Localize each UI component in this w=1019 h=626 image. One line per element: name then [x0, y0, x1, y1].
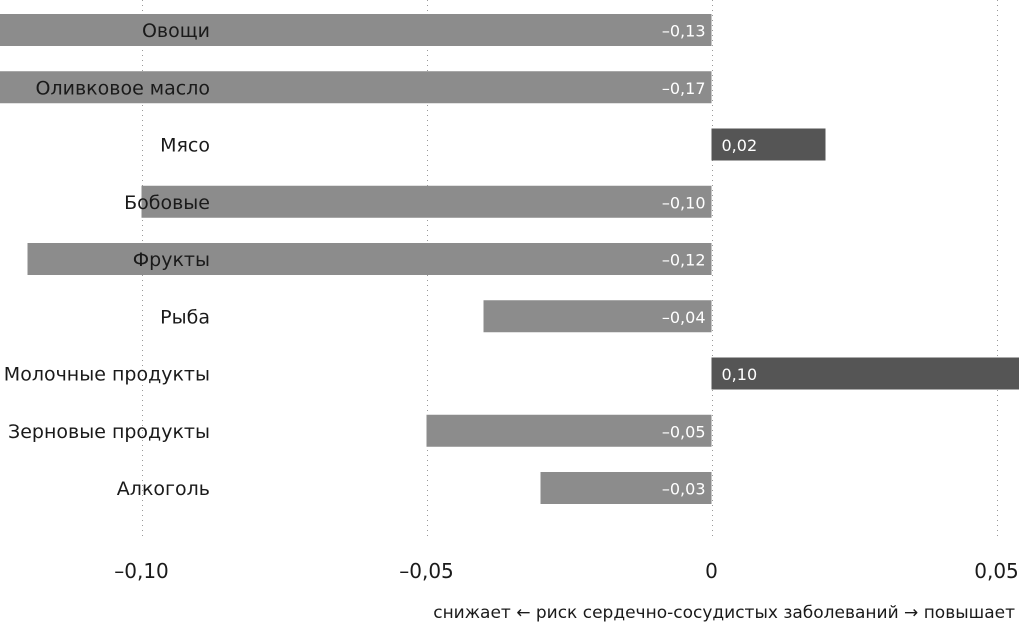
tick-label-2: –0,05 — [399, 559, 454, 583]
category-label-3: Бобовые — [124, 192, 210, 214]
bar-value-label-3: –0,10 — [662, 193, 706, 212]
bar-5 — [483, 300, 712, 333]
bar-value-label-1: –0,17 — [662, 79, 706, 98]
category-label-2: Мясо — [160, 135, 210, 157]
bar-value-label-2: 0,02 — [722, 136, 758, 155]
bar-3 — [141, 185, 712, 218]
bar-value-label-5: –0,04 — [662, 308, 706, 327]
bar-value-label-0: –0,13 — [662, 22, 706, 41]
x-axis-title: снижает ← риск сердечно-сосудистых забол… — [433, 603, 1015, 623]
bars-group: –0,13 –0,17 0,02 –0,10 –0,12 –0,04 0,10 –0,05 –0… — [0, 14, 1019, 504]
bar-value-label-7: –0,05 — [662, 422, 706, 441]
tick-label-1: –0,10 — [114, 559, 169, 583]
bar-4 — [27, 243, 712, 275]
bar-6 — [711, 357, 1019, 390]
bar-value-label-4: –0,12 — [662, 251, 706, 270]
bar-7 — [426, 414, 712, 447]
category-label-1: Оливковое масло — [36, 77, 211, 99]
category-label-4: Фрукты — [133, 249, 210, 271]
tick-label-3: 0 — [705, 559, 718, 583]
bar-value-label-8: –0,03 — [662, 480, 706, 499]
category-label-0: Овощи — [142, 20, 210, 42]
bar-2 — [711, 128, 826, 161]
category-label-8: Алкоголь — [117, 478, 210, 500]
category-label-5: Рыба — [160, 306, 210, 328]
bar-8 — [540, 472, 712, 504]
category-labels: Овощи Оливковое масло Мясо Бобовые Фрукты Рыб… — [4, 20, 210, 500]
bar-0 — [0, 14, 712, 46]
bar-value-label-6: 0,10 — [722, 365, 758, 384]
bar-1 — [0, 71, 712, 104]
category-label-6: Молочные продукты — [4, 364, 210, 386]
tick-label-4: 0,05 — [974, 559, 1019, 583]
category-label-7: Зерновые продукты — [8, 421, 210, 443]
